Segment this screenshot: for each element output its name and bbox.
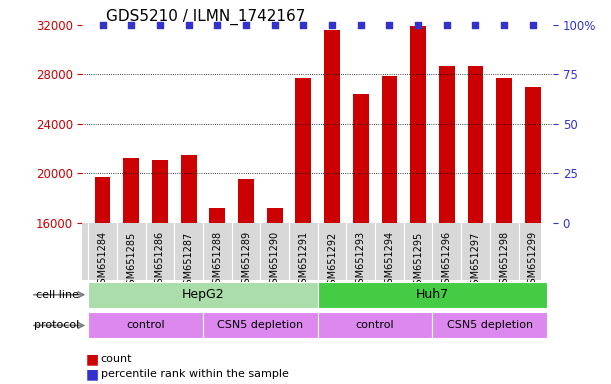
Text: GSM651293: GSM651293 — [356, 231, 366, 290]
Point — [327, 22, 337, 28]
Bar — [296, 78, 311, 223]
Point — [413, 22, 423, 28]
Text: count: count — [101, 354, 133, 364]
Text: protocol: protocol — [34, 320, 79, 331]
Point — [184, 22, 194, 28]
Bar — [210, 208, 225, 223]
Point — [356, 22, 365, 28]
Bar — [95, 177, 111, 223]
Text: GSM651287: GSM651287 — [184, 231, 194, 291]
Text: HepG2: HepG2 — [181, 288, 224, 301]
Bar — [433, 313, 547, 338]
Point — [442, 22, 452, 28]
Text: GSM651291: GSM651291 — [298, 231, 309, 290]
Text: GSM651295: GSM651295 — [413, 231, 423, 291]
Text: percentile rank within the sample: percentile rank within the sample — [101, 369, 288, 379]
Text: Huh7: Huh7 — [416, 288, 449, 301]
Bar — [439, 66, 455, 223]
Bar — [381, 76, 397, 223]
Bar — [318, 313, 433, 338]
Text: GSM651290: GSM651290 — [269, 231, 280, 290]
Point — [384, 22, 394, 28]
Bar — [267, 208, 282, 223]
Point — [528, 22, 538, 28]
Bar — [318, 282, 547, 308]
Text: GSM651289: GSM651289 — [241, 231, 251, 290]
Bar — [353, 94, 368, 223]
Text: ■: ■ — [86, 352, 98, 366]
Bar — [88, 313, 203, 338]
Point — [126, 22, 136, 28]
Point — [499, 22, 509, 28]
Point — [299, 22, 309, 28]
Bar — [324, 30, 340, 223]
Bar — [181, 155, 197, 223]
Text: GSM651297: GSM651297 — [470, 231, 480, 291]
Point — [213, 22, 222, 28]
Text: ■: ■ — [86, 367, 98, 381]
Text: control: control — [126, 320, 165, 331]
Text: GSM651299: GSM651299 — [528, 231, 538, 290]
Point — [241, 22, 251, 28]
Point — [270, 22, 280, 28]
Bar — [203, 313, 318, 338]
Text: GSM651298: GSM651298 — [499, 231, 509, 290]
Bar — [525, 87, 541, 223]
Text: GSM651284: GSM651284 — [98, 231, 108, 290]
Text: GSM651288: GSM651288 — [212, 231, 222, 290]
Bar — [123, 159, 139, 223]
Bar — [467, 66, 483, 223]
Bar — [88, 282, 318, 308]
Bar — [238, 179, 254, 223]
Bar — [410, 26, 426, 223]
Text: GSM651292: GSM651292 — [327, 231, 337, 291]
Text: GDS5210 / ILMN_1742167: GDS5210 / ILMN_1742167 — [106, 9, 306, 25]
Text: GSM651286: GSM651286 — [155, 231, 165, 290]
Bar — [496, 78, 512, 223]
Point — [98, 22, 108, 28]
Bar — [152, 160, 168, 223]
Text: control: control — [356, 320, 395, 331]
Text: GSM651296: GSM651296 — [442, 231, 452, 290]
Text: CSN5 depletion: CSN5 depletion — [218, 320, 304, 331]
Text: CSN5 depletion: CSN5 depletion — [447, 320, 533, 331]
Point — [470, 22, 480, 28]
Text: GSM651285: GSM651285 — [126, 231, 136, 291]
Text: cell line: cell line — [37, 290, 79, 300]
Point — [155, 22, 165, 28]
Text: GSM651294: GSM651294 — [384, 231, 395, 290]
